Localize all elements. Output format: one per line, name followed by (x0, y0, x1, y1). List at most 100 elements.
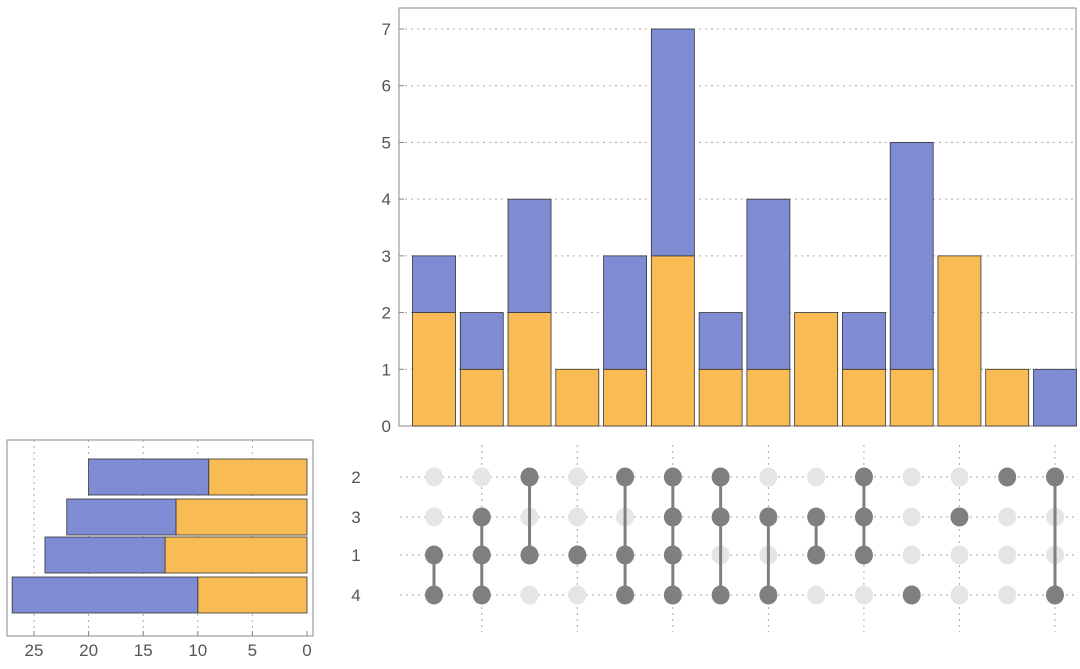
bar-blue-11 (889, 142, 934, 370)
y-tick-label: 2 (382, 304, 391, 323)
y-tick-label: 7 (382, 20, 391, 39)
dot-active (807, 507, 826, 527)
dot-inactive (425, 507, 443, 527)
dot-active (663, 507, 682, 527)
bar-orange-4 (555, 368, 600, 427)
y-tick-label: 6 (382, 77, 391, 96)
dot-inactive (807, 585, 826, 605)
dot-inactive (568, 507, 587, 527)
x-tick-label: 15 (134, 641, 153, 660)
x-tick-label: 10 (188, 641, 207, 660)
dot-active (1046, 585, 1064, 605)
dot-inactive (807, 467, 826, 487)
bar-orange-10 (842, 368, 886, 427)
intersection-bar-chart: 0 1 2 3 4 5 6 7 (382, 7, 1077, 436)
bar-blue-7 (698, 312, 743, 370)
dot-inactive (759, 467, 778, 487)
dot-active (759, 585, 778, 605)
row-label-2: 2 (351, 468, 360, 487)
y-tick-label: 3 (382, 247, 391, 266)
dot-active (520, 467, 539, 487)
y-tick-label: 1 (382, 360, 391, 379)
dot-active (425, 545, 443, 565)
dot-active (1046, 467, 1064, 487)
dot-active (854, 467, 873, 487)
bar-orange-9 (794, 312, 839, 427)
dot-inactive (950, 545, 969, 565)
dot-active (663, 585, 682, 605)
bar-blue-6 (650, 28, 695, 257)
y-tick-label: 5 (382, 133, 391, 152)
row-label-1: 1 (351, 546, 360, 565)
x-tick-label: 25 (25, 641, 44, 660)
bar-blue-8 (746, 198, 791, 370)
bar-orange-8 (746, 368, 791, 427)
bar-blue-5 (603, 255, 647, 370)
dot-inactive (568, 467, 587, 487)
bar-orange-6 (650, 255, 695, 427)
dot-inactive (950, 585, 969, 605)
plot-frame (6, 439, 314, 637)
dot-active (425, 585, 443, 605)
dot-active (616, 585, 635, 605)
dot-active (472, 545, 491, 565)
dot-active (616, 467, 635, 487)
bar-blue-2 (459, 312, 504, 370)
set-bar-orange-2 (208, 458, 308, 496)
y-tick-label: 0 (382, 417, 391, 436)
dot-active (950, 507, 969, 527)
set-bar-blue-2 (88, 458, 210, 496)
bar-orange-2 (459, 368, 504, 427)
dot-active (998, 467, 1017, 487)
dot-inactive (568, 585, 587, 605)
dot-active (616, 545, 635, 565)
dot-active (568, 545, 587, 565)
dot-active (472, 507, 491, 527)
dot-active (711, 585, 730, 605)
dot-inactive (902, 507, 921, 527)
dot-inactive (998, 585, 1017, 605)
row-label-4: 4 (351, 586, 360, 605)
dot-active (902, 585, 921, 605)
set-bar-orange-1 (164, 536, 308, 574)
dot-active (663, 545, 682, 565)
bar-orange-1 (412, 312, 456, 427)
bar-blue-1 (412, 255, 456, 313)
row-label-3: 3 (351, 508, 360, 527)
dot-active (807, 545, 826, 565)
dot-inactive (998, 545, 1017, 565)
membership-matrix: 2 3 1 4 (351, 445, 1078, 632)
dot-active (663, 467, 682, 487)
bar-orange-3 (507, 312, 552, 427)
dot-inactive (472, 467, 491, 487)
dot-inactive (902, 467, 921, 487)
bar-orange-5 (603, 368, 647, 427)
dot-inactive (854, 585, 873, 605)
set-bar-orange-4 (197, 576, 308, 614)
set-bar-blue-1 (44, 536, 166, 574)
bar-orange-11 (889, 368, 934, 427)
dot-active (854, 545, 873, 565)
dot-inactive (902, 545, 921, 565)
x-tick-label: 0 (302, 641, 311, 660)
x-tick-label: 20 (79, 641, 98, 660)
bar-blue-3 (507, 198, 552, 313)
dot-inactive (425, 467, 443, 487)
dot-active (472, 585, 491, 605)
y-tick-label: 4 (382, 190, 391, 209)
dot-inactive (998, 507, 1017, 527)
bar-orange-13 (985, 368, 1030, 427)
dot-inactive (520, 585, 539, 605)
dot-active (711, 467, 730, 487)
bar-blue-14 (1033, 368, 1077, 427)
bar-orange-12 (937, 255, 982, 427)
dot-active (759, 507, 778, 527)
bar-orange-7 (698, 368, 743, 427)
dot-inactive (950, 467, 969, 487)
dot-active (854, 507, 873, 527)
set-bar-blue-3 (66, 498, 177, 536)
x-tick-label: 5 (248, 641, 257, 660)
bar-blue-10 (842, 312, 886, 370)
dot-active (711, 507, 730, 527)
